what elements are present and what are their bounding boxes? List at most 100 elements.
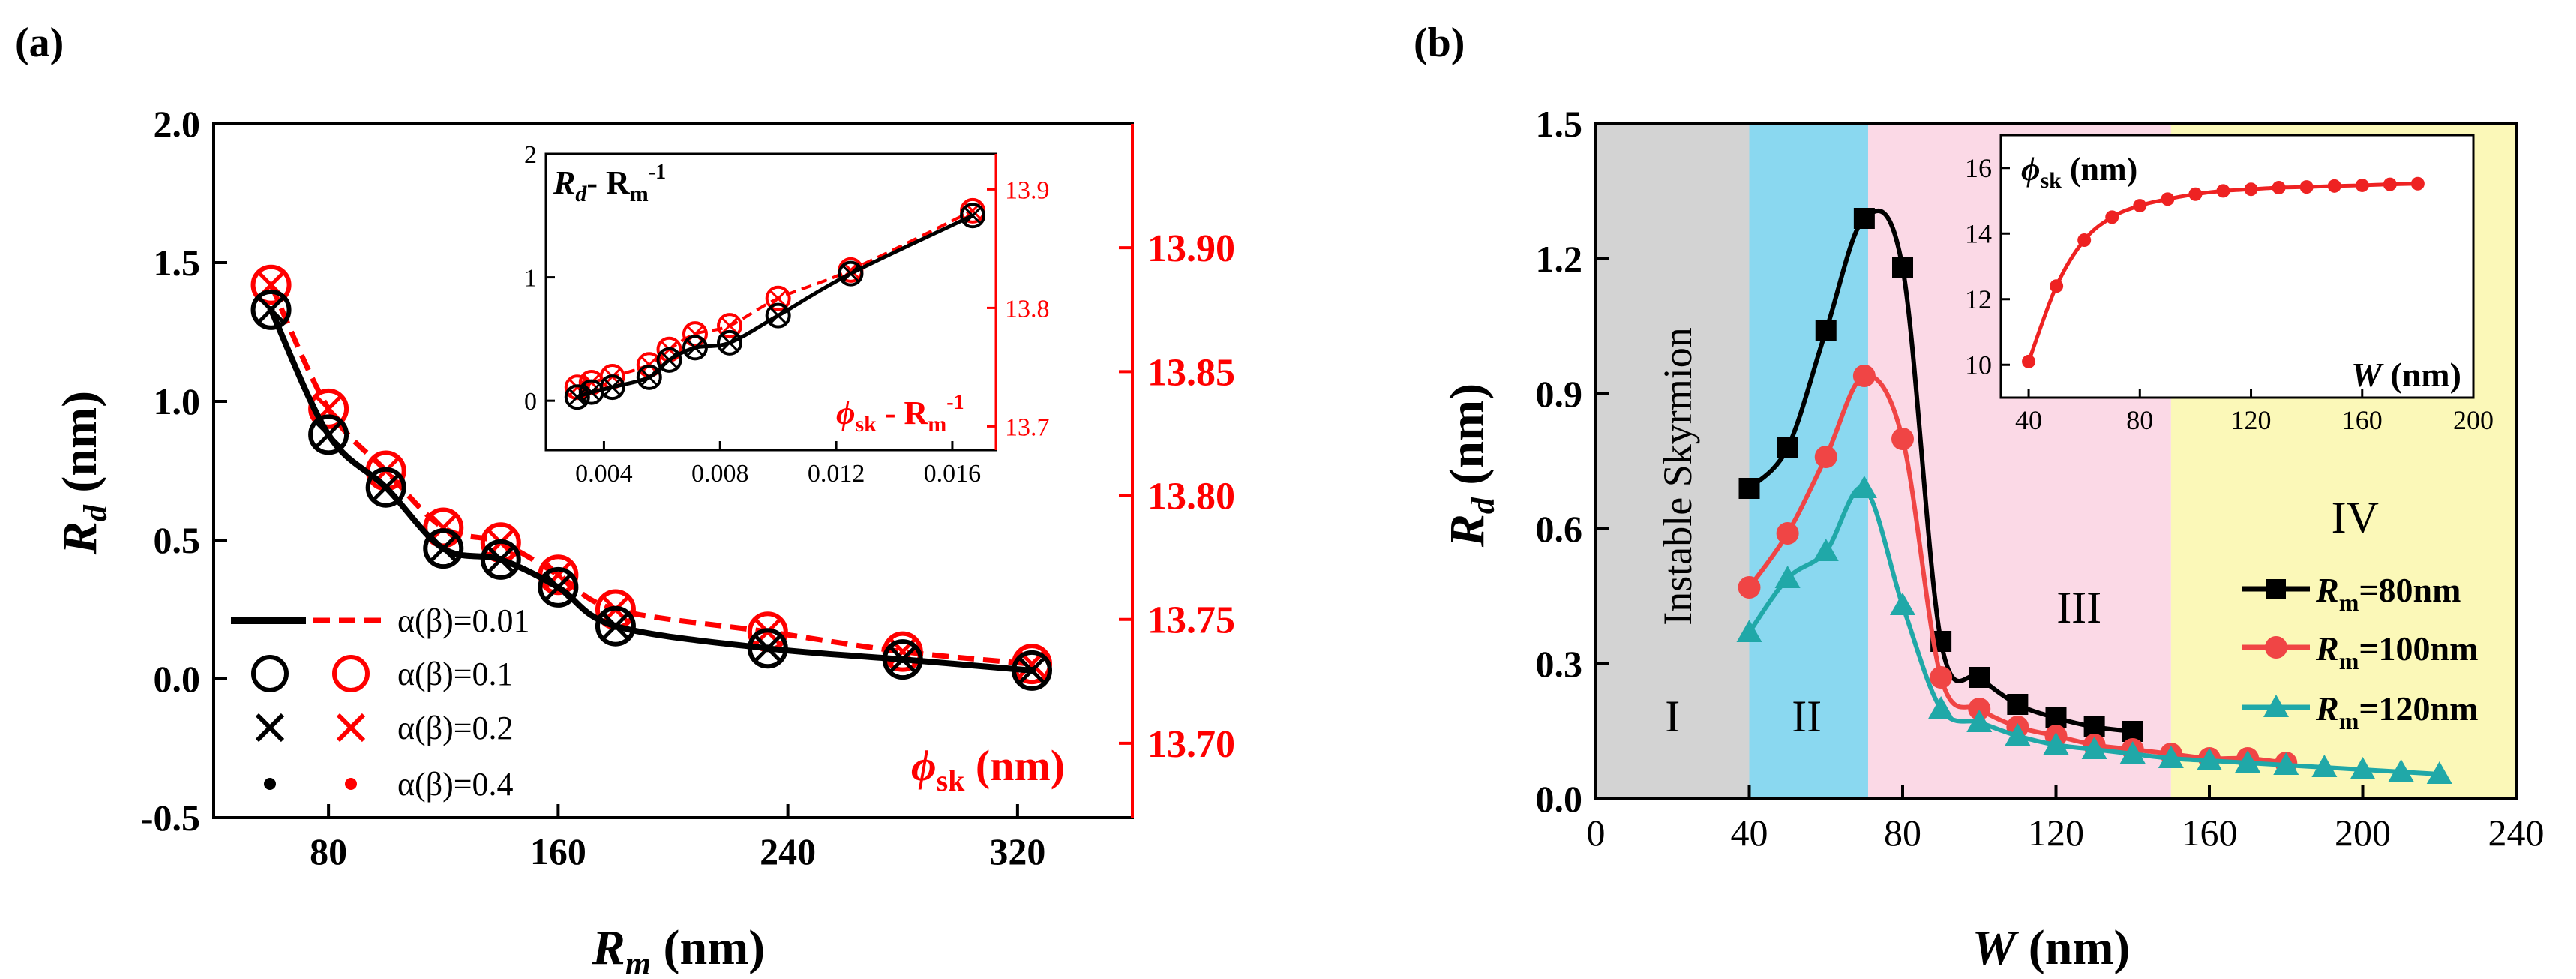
inset-a-black-cross-b <box>640 368 658 386</box>
series-point-circle <box>1776 522 1799 545</box>
panel-b-y-tick-label: 0.3 <box>1536 643 1583 685</box>
inset-a-black-cross <box>640 368 658 386</box>
panel-b-x-axis-title: W (nm) <box>1972 920 2131 975</box>
panel-b-x-tick-label: 0 <box>1587 812 1606 854</box>
panel-b-y-tick-label: 1.5 <box>1536 103 1583 145</box>
inset-a-red-circle <box>717 313 743 339</box>
series-rd-dot <box>898 656 907 664</box>
panel-a-y-tick-label: -0.5 <box>141 797 200 839</box>
inset-a-y-tick-label: 0 <box>524 388 537 416</box>
series-point-triangle <box>2043 732 2069 755</box>
series-point-square <box>1815 320 1837 341</box>
panel-b-x-tick-label: 160 <box>2182 812 2238 854</box>
inset-a-black-cross-b <box>964 207 982 224</box>
panel-b-series <box>1736 208 2452 784</box>
legend-label-3: α(β)=0.4 <box>397 766 514 803</box>
inset-a-black-circle <box>564 384 590 410</box>
series-point-triangle <box>1966 710 1993 732</box>
inset-b-point <box>2299 180 2314 194</box>
inset-a-black-cross <box>769 307 787 324</box>
inset-a-red-cross <box>769 290 787 307</box>
inset-a-black-cross-b <box>583 383 600 401</box>
inset-a-black-cross-b <box>661 351 678 368</box>
inset-a-red-cross-b <box>769 290 787 307</box>
series-rd-circle <box>365 467 406 508</box>
panel-a-y-tick-label: 2.0 <box>154 103 201 145</box>
inset-b-frame <box>1999 134 2475 399</box>
series-rd-circle <box>308 414 349 455</box>
region-label-IV: IV <box>2332 493 2379 542</box>
legend-circle-100 <box>2265 636 2287 659</box>
series-point-circle <box>1930 666 1953 689</box>
panel-a-y2-tick-label: 13.70 <box>1147 723 1235 766</box>
panel-a: (a) 80 160 240 320-0.50.00.51.01.52.013.701… <box>15 20 1235 979</box>
inset-b-point <box>2244 182 2258 197</box>
panel-a-y2-tick-label: 13.90 <box>1147 227 1235 270</box>
series-point-triangle <box>2119 741 2146 764</box>
inset-a-black-cross <box>842 265 859 282</box>
series-point-triangle <box>1736 620 1762 642</box>
inset-b-point <box>2050 279 2064 293</box>
inset-b-point <box>2327 179 2341 193</box>
legend-label-0: α(β)=0.01 <box>397 602 530 639</box>
panel-a-x-tick-label: 320 <box>989 830 1045 872</box>
inset-a-y-tick-label: 1 <box>524 265 537 293</box>
inset-b-point <box>2077 233 2092 247</box>
legend-label-2: α(β)=0.2 <box>397 710 514 746</box>
inset-a-black-circle <box>636 364 662 390</box>
series-point-triangle <box>1928 696 1954 719</box>
panel-a-y-tick-label: 1.5 <box>154 242 201 284</box>
panel-a-x-tick-label: 80 <box>310 830 347 872</box>
inset-a-black-cross-b <box>686 339 704 356</box>
inset-b-y-tick-label: 12 <box>1965 284 1992 314</box>
panel-a-y-tick-label: 0.5 <box>154 519 201 561</box>
panel-a-y2-tick-label: 13.75 <box>1147 599 1235 642</box>
series-phi-cross-b <box>430 515 457 541</box>
series-point-triangle <box>1774 566 1801 588</box>
series-point-triangle <box>2350 757 2376 779</box>
inset-a-x-tick-label: 0.016 <box>924 460 982 488</box>
panel-a-axes: 80 160 240 320-0.50.00.51.01.52.013.7013.75… <box>141 103 1235 872</box>
panel-b-y-tick-label: 0.0 <box>1536 778 1583 820</box>
inset-a-black-circle <box>656 347 682 373</box>
series-point-circle <box>1968 698 1991 720</box>
inset-b-point <box>2133 199 2147 213</box>
series-rd-circle <box>882 639 923 680</box>
series-point-circle <box>1852 365 1876 387</box>
inset-b-point <box>2188 187 2203 201</box>
legend-label-80: Rm=80nm <box>2315 571 2461 616</box>
series-point-triangle <box>2311 755 2338 777</box>
inset-a-black-cross <box>721 334 739 351</box>
inset-a-black-circle <box>599 374 625 401</box>
panel-b-x-tick-label: 240 <box>2488 812 2545 854</box>
series-rd-circle <box>747 628 788 669</box>
panel-b-legend: Rm=80nm Rm=100nm Rm=120nm <box>2242 571 2478 734</box>
panel-a-x-axis-title: Rm (nm) <box>592 920 765 979</box>
panel-b-y-axis-title: Rd (nm) <box>1440 383 1501 548</box>
series-point-square <box>1853 208 1875 229</box>
inset-b-y-tick-label: 16 <box>1965 153 1992 183</box>
panel-b-x-tick-label: 80 <box>1884 812 1921 854</box>
panel-a-x-tick-label: 160 <box>530 830 586 872</box>
inset-a-black-cross-b <box>842 265 859 282</box>
panel-b-x-tick-label: 120 <box>2028 812 2084 854</box>
inset-a-y2-tick-label: 13.9 <box>1005 176 1050 204</box>
series-point-square <box>2007 694 2029 715</box>
series-phi-cross <box>430 515 457 541</box>
inset-b-point <box>2105 210 2119 224</box>
panel-b-region-annotation: Instable Skyrmion <box>1655 327 1700 625</box>
inset-b-point <box>2383 177 2397 191</box>
region-label-I: I <box>1665 692 1680 741</box>
inset-a-y2-tick-label: 13.8 <box>1005 295 1050 323</box>
inset-a-black-circle <box>960 203 986 229</box>
inset-a-black-cross <box>964 207 982 224</box>
inset-a-black-cross <box>583 383 600 401</box>
series-point-triangle <box>1851 476 1877 498</box>
series-rd-dot <box>496 555 505 563</box>
inset-a-x-tick-label: 0.004 <box>575 460 633 488</box>
legend-triangle-120 <box>2263 695 2289 717</box>
panel-a-y-tick-label: 1.0 <box>154 380 201 422</box>
series-rd-dot <box>554 583 562 591</box>
series-phi-circle <box>250 264 292 305</box>
